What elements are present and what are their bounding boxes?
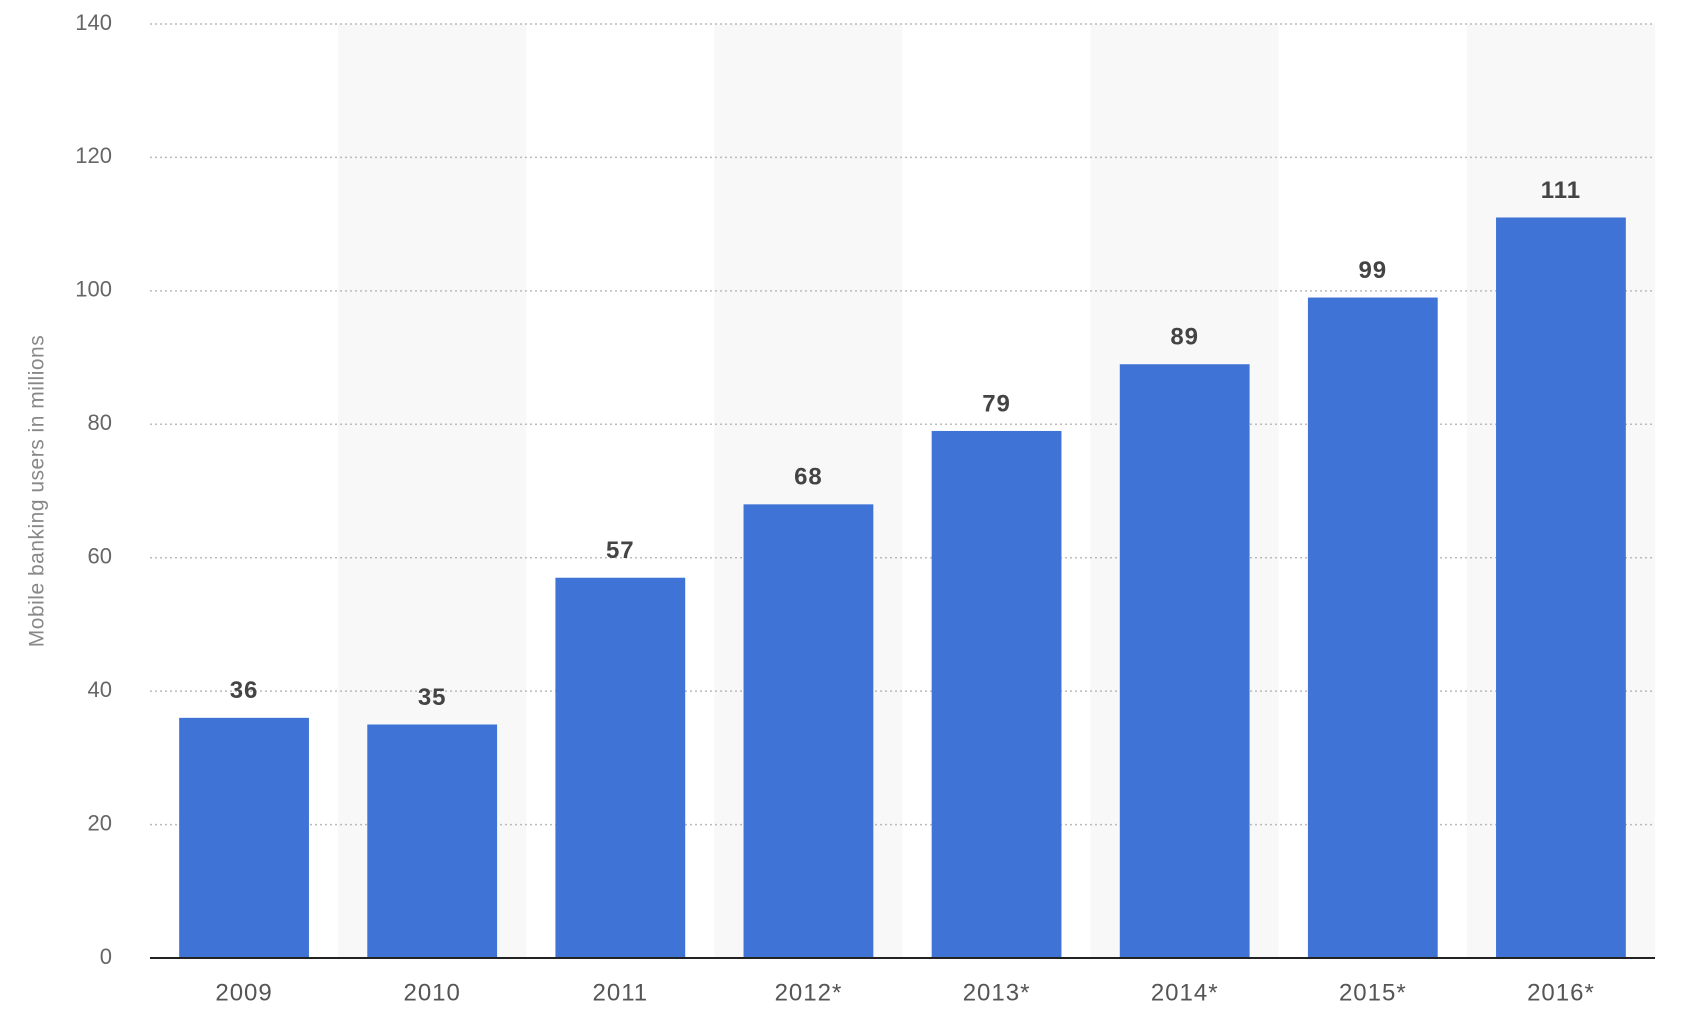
y-tick-label: 60 (88, 544, 112, 569)
y-tick-label: 120 (75, 143, 112, 168)
x-tick-label: 2016* (1527, 979, 1595, 1006)
bar (743, 504, 874, 958)
y-tick-label: 0 (100, 944, 112, 969)
value-label: 36 (230, 677, 259, 704)
y-tick-label: 100 (75, 277, 112, 302)
value-label: 35 (418, 684, 447, 711)
x-tick-label: 2010 (403, 979, 460, 1006)
x-tick-label: 2013* (963, 979, 1031, 1006)
bar (179, 717, 309, 958)
x-tick-label: 2011 (593, 979, 649, 1006)
value-label: 57 (606, 537, 635, 564)
y-tick-label: 80 (88, 410, 112, 435)
value-label: 79 (982, 390, 1011, 417)
bar (931, 430, 1062, 958)
value-label: 99 (1358, 257, 1387, 284)
y-tick-label: 20 (88, 810, 112, 835)
bar (367, 724, 498, 958)
bar (1307, 297, 1438, 958)
y-axis-label: Mobile banking users in millions (26, 335, 49, 647)
value-label: 89 (1170, 324, 1199, 351)
bar (1119, 364, 1250, 958)
y-tick-label: 40 (88, 677, 112, 702)
bar (555, 577, 686, 958)
bar (1496, 217, 1626, 958)
x-tick-label: 2014* (1151, 979, 1219, 1006)
x-tick-label: 2015* (1339, 979, 1407, 1006)
value-label: 111 (1541, 177, 1581, 204)
x-tick-label: 2012* (775, 979, 843, 1006)
x-tick-label: 2009 (215, 979, 272, 1006)
y-tick-label: 140 (75, 10, 112, 35)
value-label: 68 (794, 464, 823, 491)
